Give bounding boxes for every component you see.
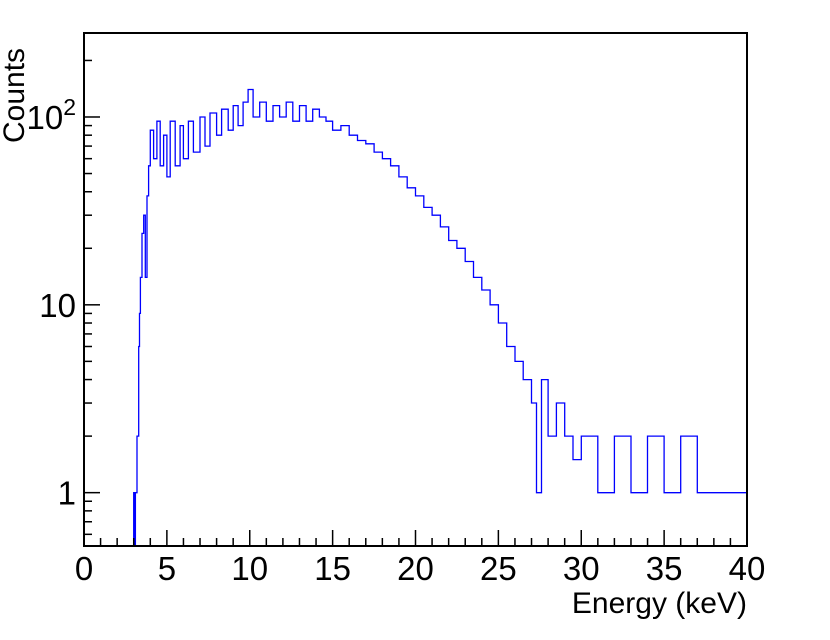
x-tick-label: 30 bbox=[563, 550, 600, 587]
x-tick-label: 0 bbox=[75, 550, 93, 587]
x-tick-label: 40 bbox=[729, 550, 766, 587]
x-tick-label: 25 bbox=[480, 550, 517, 587]
x-tick-label: 20 bbox=[397, 550, 434, 587]
y-tick-label: 10 bbox=[39, 287, 76, 324]
y-tick-label: 102 bbox=[26, 94, 76, 136]
x-tick-label: 15 bbox=[314, 550, 351, 587]
y-axis-title: Counts bbox=[0, 48, 31, 143]
x-tick-label: 35 bbox=[646, 550, 683, 587]
x-tick-label: 5 bbox=[158, 550, 176, 587]
x-tick-label: 10 bbox=[231, 550, 268, 587]
x-axis-title: Energy (keV) bbox=[572, 587, 747, 620]
axis-ticks: 0 5 10 15 20 25 30 35 40 1 10 102 bbox=[26, 59, 766, 587]
plot-area bbox=[84, 88, 747, 547]
series-line-0 bbox=[84, 88, 747, 547]
y-tick-label: 1 bbox=[58, 475, 76, 512]
